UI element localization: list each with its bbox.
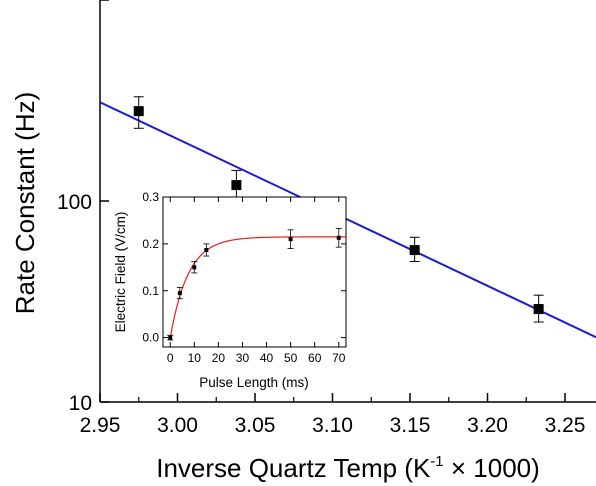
inset-ticks <box>163 196 346 347</box>
main-x-tick-label: 3.25 <box>545 414 586 437</box>
main-data-point <box>231 180 242 191</box>
main-x-tick-label: 3.20 <box>467 414 508 437</box>
inset-data-point <box>288 237 293 242</box>
inset-x-tick-label: 0 <box>167 351 174 365</box>
main-y-tick-label: 10 <box>69 392 92 415</box>
main-data-point <box>133 106 144 117</box>
main-x-tick-label: 3.15 <box>390 414 431 437</box>
inset-x-tick-label: 40 <box>260 351 274 365</box>
main-x-tick-label: 3.00 <box>157 414 198 437</box>
inset-x-tick-label: 70 <box>332 351 346 365</box>
inset-y-tick-label: 0.2 <box>142 237 159 251</box>
inset-data-point <box>192 265 197 270</box>
inset-x-tick-label: 20 <box>212 351 226 365</box>
main-fit-line <box>99 101 596 339</box>
main-data-point <box>409 245 420 256</box>
inset-x-tick-label: 50 <box>284 351 298 365</box>
inset-data-point <box>336 235 341 240</box>
inset-fit-curve <box>169 236 346 338</box>
main-x-axis-title-superscript: -1 <box>430 453 443 470</box>
main-x-tick-label: 2.95 <box>80 414 121 437</box>
inset-x-axis-title: Pulse Length (ms) <box>199 375 309 390</box>
inset-data-point <box>204 247 209 252</box>
main-x-tick-label: 3.05 <box>235 414 276 437</box>
inset-y-tick-label: 0.1 <box>142 284 159 298</box>
inset-tick-labels: 0 10 20 30 40 50 60 70 0.0 0.1 0.2 0.3 <box>142 190 345 365</box>
main-ticks <box>99 0 566 403</box>
main-x-tick-label: 3.10 <box>312 414 353 437</box>
main-x-axis-title-main: Inverse Quartz Temp (K <box>156 453 431 483</box>
main-y-tick-label: 100 <box>57 191 92 214</box>
inset-y-tick-label: 0.0 <box>142 331 159 345</box>
main-x-axis-title-tail: × 1000) <box>444 453 540 483</box>
inset-data-point <box>168 335 173 340</box>
inset-x-tick-label: 60 <box>308 351 322 365</box>
inset-y-axis-title: Electric Field (V/cm) <box>113 212 128 333</box>
main-y-axis-title: Rate Constant (Hz) <box>10 92 40 315</box>
main-points <box>133 106 544 315</box>
inset-x-tick-label: 10 <box>188 351 202 365</box>
main-data-point <box>533 304 544 315</box>
inset-x-tick-label: 30 <box>236 351 250 365</box>
main-x-axis-title: Inverse Quartz Temp (K-1 × 1000) <box>156 453 540 483</box>
inset-points <box>168 235 341 340</box>
inset-plot-frame <box>162 196 347 348</box>
inset-chart: 0 10 20 30 40 50 60 70 0.0 0.1 0.2 0.3 Electric Fie… <box>113 190 347 390</box>
inset-y-tick-label: 0.3 <box>142 190 159 204</box>
inset-data-point <box>177 291 182 296</box>
